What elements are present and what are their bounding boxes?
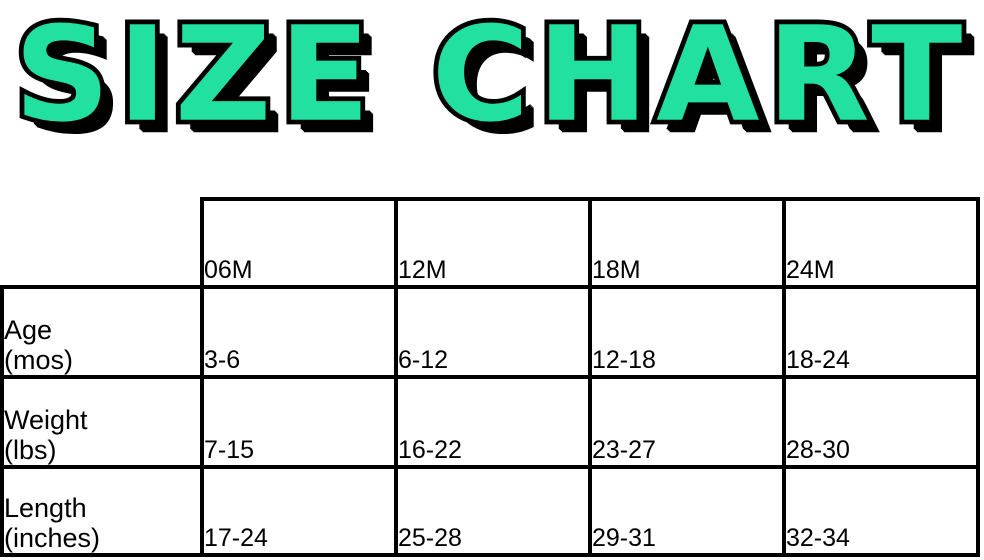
cell-age-18m: 12-18 (588, 285, 786, 379)
row-label-age-line1: Age (4, 314, 53, 345)
size-chart-table-wrapper: 06M 12M 18M 24M Age (mos) 3-6 6-12 12-18… (0, 197, 984, 557)
cell-length-18m: 29-31 (588, 465, 786, 557)
row-label-length-line1: Length (4, 492, 87, 523)
row-label-weight: Weight (lbs) (0, 375, 204, 469)
page-title: SIZE CHART (0, 0, 984, 150)
row-label-length: Length (inches) (0, 465, 204, 557)
cell-weight-18m: 23-27 (588, 375, 786, 469)
row-label-weight-line2: (lbs) (4, 434, 57, 465)
table-row-length: Length (inches) 17-24 25-28 29-31 32-34 (0, 465, 980, 557)
page-title-text: SIZE CHART (9, 0, 970, 151)
column-header-24m: 24M (782, 197, 980, 289)
column-header-12m: 12M (394, 197, 592, 289)
cell-length-06m: 17-24 (200, 465, 398, 557)
table-corner-cell (2, 199, 202, 287)
cell-length-12m: 25-28 (394, 465, 592, 557)
table-row-age: Age (mos) 3-6 6-12 12-18 18-24 (0, 285, 980, 379)
table-header-row: 06M 12M 18M 24M (2, 197, 980, 289)
cell-age-12m: 6-12 (394, 285, 592, 379)
column-header-18m: 18M (588, 197, 786, 289)
size-chart-table: 06M 12M 18M 24M Age (mos) 3-6 6-12 12-18… (0, 197, 980, 557)
cell-weight-24m: 28-30 (782, 375, 980, 469)
column-header-06m: 06M (200, 197, 398, 289)
row-label-age: Age (mos) (0, 285, 204, 379)
cell-age-06m: 3-6 (200, 285, 398, 379)
row-label-length-line2: (inches) (4, 522, 101, 553)
cell-weight-06m: 7-15 (200, 375, 398, 469)
row-label-weight-line1: Weight (4, 404, 88, 435)
table-row-weight: Weight (lbs) 7-15 16-22 23-27 28-30 (0, 375, 980, 469)
cell-length-24m: 32-34 (782, 465, 980, 557)
cell-weight-12m: 16-22 (394, 375, 592, 469)
row-label-age-line2: (mos) (4, 344, 73, 375)
cell-age-24m: 18-24 (782, 285, 980, 379)
